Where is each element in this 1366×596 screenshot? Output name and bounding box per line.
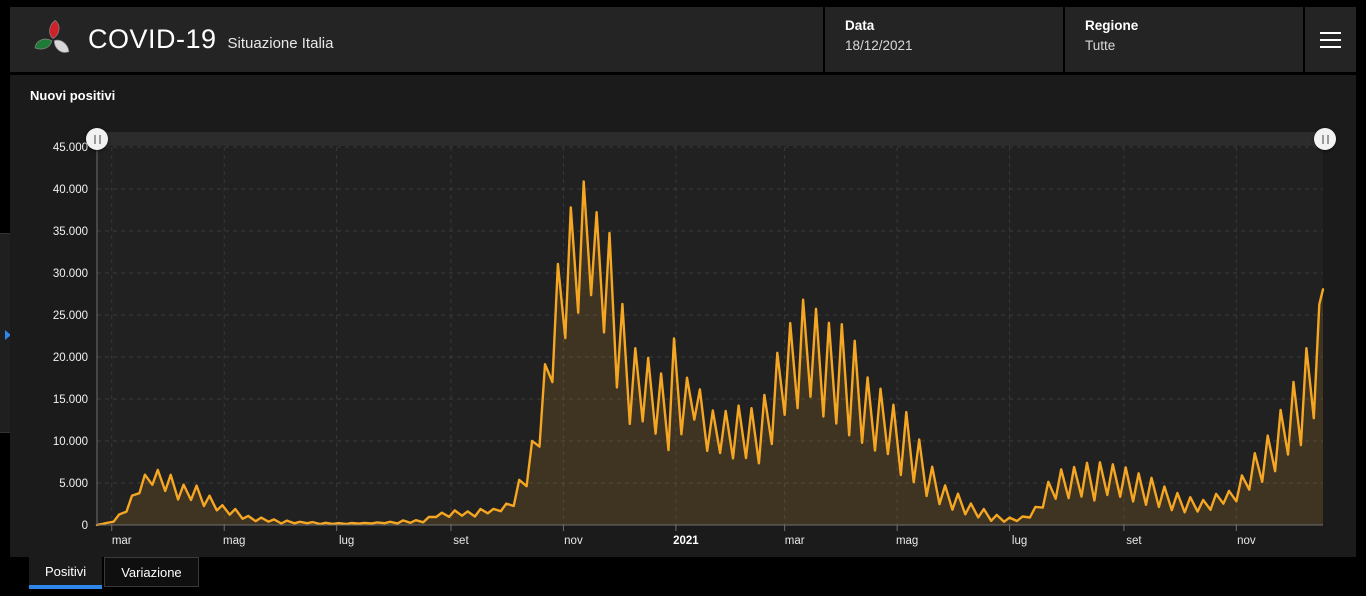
- app-header: COVID-19 Situazione Italia Data 18/12/20…: [10, 7, 1356, 72]
- chart-tabs: Positivi Variazione: [29, 557, 199, 589]
- date-field-value: 18/12/2021: [845, 38, 1063, 53]
- header-info-cells: Data 18/12/2021 Regione Tutte: [823, 7, 1356, 72]
- x-axis-label: mar: [785, 535, 805, 547]
- region-field[interactable]: Regione Tutte: [1063, 7, 1303, 72]
- region-field-value: Tutte: [1085, 38, 1303, 53]
- time-range-slider-right-handle[interactable]: [1314, 128, 1336, 150]
- x-axis-label: nov: [1237, 535, 1256, 547]
- app-subtitle: Situazione Italia: [228, 35, 334, 52]
- time-range-slider-left-handle[interactable]: [86, 128, 108, 150]
- protezione-civile-logo: [32, 19, 74, 61]
- y-axis-label: 5.000: [59, 478, 88, 490]
- app-title: COVID-19: [88, 24, 217, 55]
- y-axis-label: 45.000: [53, 142, 88, 154]
- tab-positivi[interactable]: Positivi: [29, 557, 102, 589]
- y-axis-label: 30.000: [53, 268, 88, 280]
- hamburger-menu-icon: [1320, 27, 1341, 53]
- new-positives-area-chart: mar mag lug set nov 2021 mar mag lug set nov 0 5.000…: [10, 75, 1356, 557]
- x-axis-label: mag: [223, 535, 245, 547]
- chart-panel: Nuovi positivi marmaglugsetnov2021marmag…: [10, 75, 1356, 557]
- y-axis-label: 15.000: [53, 394, 88, 406]
- x-axis-label: set: [1126, 535, 1142, 547]
- x-axis-label: set: [453, 535, 469, 547]
- x-axis-label: mar: [112, 535, 132, 547]
- region-field-label: Regione: [1085, 18, 1303, 33]
- y-axis-label: 40.000: [53, 184, 88, 196]
- time-range-slider-track[interactable]: [97, 132, 1333, 146]
- y-axis-label: 10.000: [53, 436, 88, 448]
- x-axis-label: lug: [1012, 535, 1027, 547]
- y-axis-label: 20.000: [53, 352, 88, 364]
- tab-variazione[interactable]: Variazione: [104, 557, 198, 587]
- date-field[interactable]: Data 18/12/2021: [823, 7, 1063, 72]
- x-axis-label: lug: [339, 535, 354, 547]
- app-title-group: COVID-19 Situazione Italia: [88, 24, 333, 55]
- y-axis-label: 25.000: [53, 310, 88, 322]
- menu-button[interactable]: [1303, 7, 1356, 72]
- x-axis-label: 2021: [673, 535, 699, 547]
- y-axis-label: 0: [82, 520, 88, 532]
- x-axis-label: mag: [896, 535, 918, 547]
- covid-dashboard: COVID-19 Situazione Italia Data 18/12/20…: [0, 0, 1366, 596]
- date-field-label: Data: [845, 18, 1063, 33]
- y-axis-label: 35.000: [53, 226, 88, 238]
- x-axis-label: nov: [564, 535, 583, 547]
